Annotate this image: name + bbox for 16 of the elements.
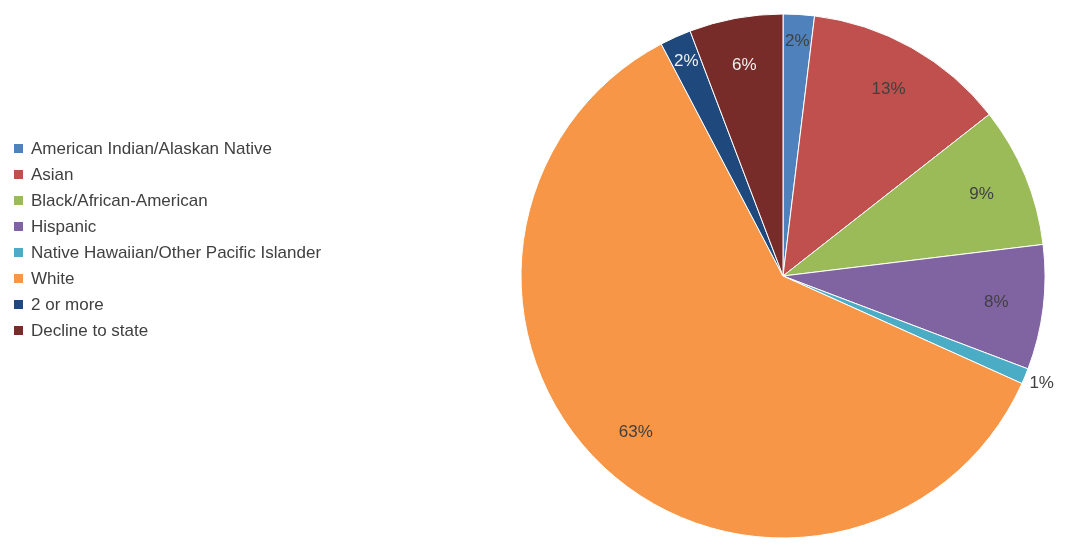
legend-label: White [31, 268, 75, 288]
legend-label: Hispanic [31, 216, 97, 236]
data-label: 13% [871, 78, 906, 98]
legend-label: Black/African-American [31, 190, 208, 210]
legend-label: Asian [31, 164, 74, 184]
legend-label: Decline to state [31, 320, 149, 340]
data-label: 9% [969, 183, 994, 203]
legend-label: Native Hawaiian/Other Pacific Islander [31, 242, 322, 262]
data-label: 2% [784, 30, 810, 50]
legend-label: 2 or more [31, 294, 104, 314]
data-label: 2% [673, 50, 699, 70]
data-label: 6% [731, 54, 757, 74]
data-label: 1% [1029, 373, 1054, 393]
data-label: 63% [618, 422, 653, 442]
legend-label: American Indian/Alaskan Native [31, 138, 272, 158]
data-label: 8% [983, 291, 1009, 311]
